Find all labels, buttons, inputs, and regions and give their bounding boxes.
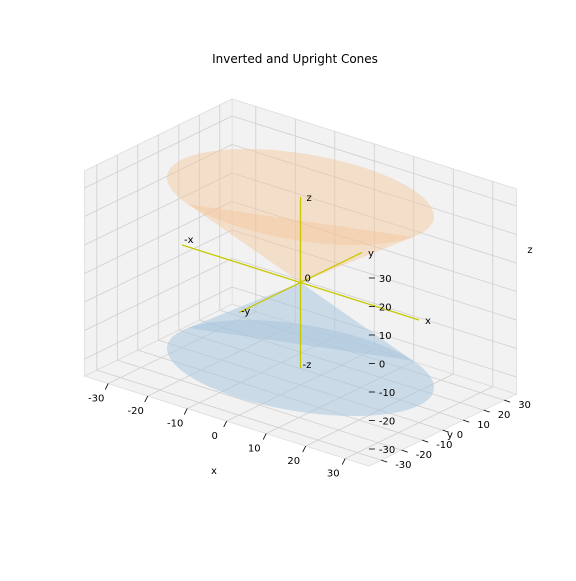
- axis-lines: x -x y -y z -z 0: [181, 193, 431, 371]
- grid-line-z: [231, 258, 517, 349]
- axis-label-neg-x: -x: [184, 235, 194, 246]
- z-tick-label: 0: [379, 360, 385, 371]
- y-tick-label: -10: [436, 440, 452, 451]
- z-tick-label: 30: [379, 274, 392, 285]
- x-tick-mark: [144, 395, 149, 403]
- y-tick-mark: [504, 399, 511, 403]
- z-tick-label: 20: [379, 303, 392, 314]
- grid-line-y: [117, 359, 402, 451]
- grid-line-z: [84, 229, 233, 303]
- x-tick-mark: [302, 445, 307, 453]
- axis-label-x: x: [425, 316, 431, 327]
- x-tick-mark: [183, 408, 188, 415]
- grid-line-z: [231, 172, 517, 264]
- grid-line-z: [84, 201, 233, 274]
- axis-label-neg-z: -z: [303, 360, 312, 371]
- grid-line-z: [231, 201, 517, 292]
- grid-line-z: [84, 115, 233, 189]
- x-tick-label: 30: [327, 469, 340, 480]
- grid-line-z: [84, 286, 233, 360]
- y-tick-mark: [483, 409, 490, 413]
- grid-line-z: [84, 172, 233, 246]
- x-tick-mark: [341, 458, 346, 465]
- chart-title: Inverted and Upright Cones: [212, 52, 378, 66]
- x-tick-label: 10: [248, 444, 261, 455]
- grid-line-z: [84, 258, 233, 331]
- grid-line-z: [231, 115, 517, 207]
- grid-line-z: [231, 229, 517, 321]
- y-tick-label: 0: [457, 430, 463, 441]
- x-tick-label: -20: [128, 406, 144, 417]
- z-tick-label: -10: [379, 388, 395, 399]
- x-tick-mark: [262, 433, 267, 440]
- axis-label-origin: 0: [305, 274, 311, 285]
- y-tick-mark: [422, 439, 429, 443]
- y-tick-mark: [463, 419, 470, 423]
- x-tick-mark: [223, 420, 228, 428]
- y-tick-label: 20: [498, 410, 511, 421]
- x-tick-label: -30: [88, 394, 104, 405]
- y-tick-label: -30: [395, 460, 411, 471]
- x-tick-mark: [104, 383, 109, 390]
- axis-label-neg-y: -y: [241, 307, 250, 318]
- z-tick-label: 10: [379, 331, 392, 342]
- y-tick-mark: [401, 449, 408, 453]
- y-tick-label: -20: [416, 450, 432, 461]
- tick-labels: -30 -20 -10 0 10 20 30 -30 -20 -10 0 10 20 30 -30 -20 -1…: [88, 274, 531, 480]
- x-tick-label: 0: [212, 431, 218, 442]
- x-axis-label: x: [211, 466, 217, 477]
- x-tick-label: -10: [167, 419, 183, 430]
- axis-label-z: z: [307, 193, 312, 204]
- y-axis-label: y: [447, 430, 453, 441]
- grid-line-y: [96, 369, 382, 461]
- z-axis-label: z: [527, 245, 532, 256]
- z-tick-label: -30: [379, 445, 395, 456]
- y-tick-mark: [381, 459, 388, 463]
- z-tick-label: -20: [379, 417, 395, 428]
- y-tick-label: 30: [518, 400, 531, 411]
- x-tick-label: 20: [287, 456, 300, 467]
- grid-line-z: [231, 144, 517, 235]
- y-tick-mark: [442, 429, 449, 433]
- grid-line-z: [84, 144, 233, 217]
- y-tick-label: 10: [477, 420, 490, 431]
- axis-label-y: y: [368, 249, 374, 260]
